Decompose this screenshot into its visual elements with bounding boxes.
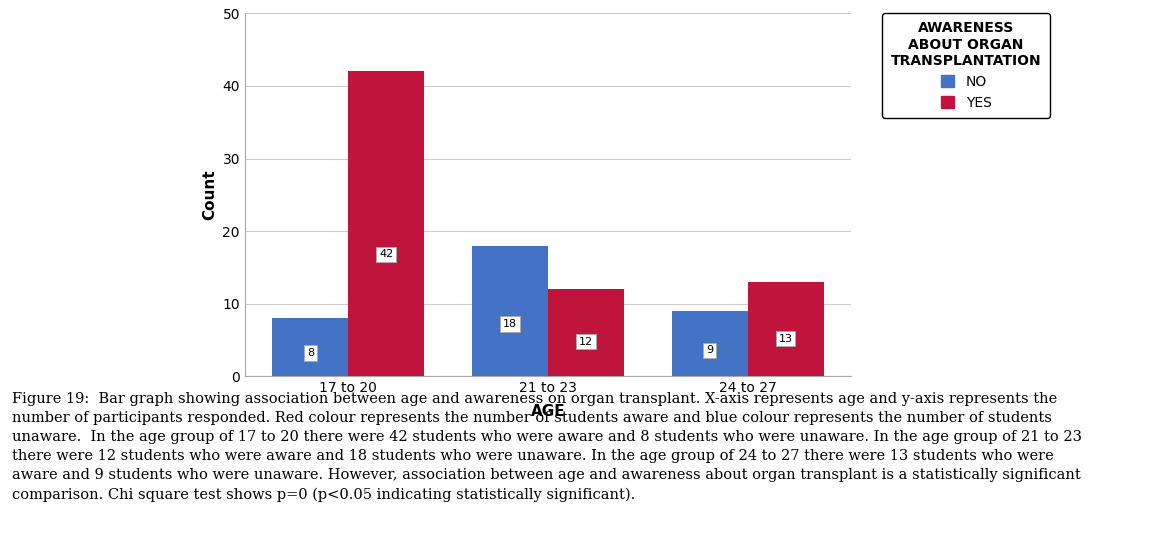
Text: 13: 13 xyxy=(779,334,793,344)
Bar xyxy=(349,72,424,376)
Text: 9: 9 xyxy=(707,345,714,355)
Bar xyxy=(747,282,823,376)
Text: 18: 18 xyxy=(503,319,518,329)
Text: Figure 19:  Bar graph showing association between age and awareness on organ tra: Figure 19: Bar graph showing association… xyxy=(12,392,1082,502)
Text: 12: 12 xyxy=(578,336,593,347)
Bar xyxy=(672,311,747,376)
X-axis label: AGE: AGE xyxy=(531,404,566,419)
Text: 42: 42 xyxy=(379,249,393,260)
Bar xyxy=(472,246,548,376)
Bar xyxy=(548,289,624,376)
Legend: NO, YES: NO, YES xyxy=(883,13,1049,118)
Text: 8: 8 xyxy=(307,348,314,358)
Y-axis label: Count: Count xyxy=(202,170,217,220)
Bar xyxy=(273,318,349,376)
